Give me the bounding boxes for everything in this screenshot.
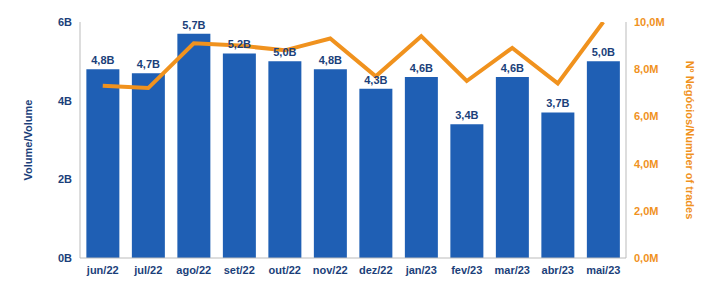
svg-text:3,7B: 3,7B bbox=[546, 97, 569, 109]
svg-text:8,0M: 8,0M bbox=[634, 63, 658, 75]
svg-text:ago/22: ago/22 bbox=[176, 264, 211, 276]
svg-text:0,0M: 0,0M bbox=[634, 252, 658, 264]
svg-text:4,8B: 4,8B bbox=[91, 54, 114, 66]
svg-text:5,2B: 5,2B bbox=[228, 38, 251, 50]
svg-text:5,0B: 5,0B bbox=[273, 46, 296, 58]
svg-text:2,0M: 2,0M bbox=[634, 205, 658, 217]
svg-text:4,6B: 4,6B bbox=[410, 62, 433, 74]
svg-text:4,3B: 4,3B bbox=[364, 74, 387, 86]
svg-text:set/22: set/22 bbox=[224, 264, 255, 276]
svg-text:mar/23: mar/23 bbox=[495, 264, 530, 276]
svg-text:5,7B: 5,7B bbox=[182, 19, 205, 31]
svg-text:6B: 6B bbox=[58, 16, 72, 28]
svg-text:Nº Negócios/Number of trades: Nº Negócios/Number of trades bbox=[684, 61, 696, 220]
svg-text:jul/22: jul/22 bbox=[133, 264, 162, 276]
svg-text:10,0M: 10,0M bbox=[634, 16, 665, 28]
svg-text:5,0B: 5,0B bbox=[592, 46, 615, 58]
svg-text:4,0M: 4,0M bbox=[634, 158, 658, 170]
svg-text:Volume/Volume: Volume/Volume bbox=[22, 100, 34, 181]
svg-text:0B: 0B bbox=[58, 252, 72, 264]
svg-text:4,6B: 4,6B bbox=[501, 62, 524, 74]
svg-text:4,8B: 4,8B bbox=[319, 54, 342, 66]
svg-text:jun/22: jun/22 bbox=[86, 264, 119, 276]
svg-text:4B: 4B bbox=[58, 95, 72, 107]
svg-text:nov/22: nov/22 bbox=[313, 264, 348, 276]
svg-text:6,0M: 6,0M bbox=[634, 110, 658, 122]
svg-text:2B: 2B bbox=[58, 173, 72, 185]
svg-text:mai/23: mai/23 bbox=[586, 264, 620, 276]
svg-text:out/22: out/22 bbox=[269, 264, 301, 276]
svg-text:fev/23: fev/23 bbox=[451, 264, 482, 276]
svg-text:4,7B: 4,7B bbox=[137, 58, 160, 70]
svg-text:abr/23: abr/23 bbox=[542, 264, 574, 276]
svg-text:jan/23: jan/23 bbox=[405, 264, 437, 276]
svg-text:3,4B: 3,4B bbox=[455, 109, 478, 121]
svg-text:dez/22: dez/22 bbox=[359, 264, 393, 276]
